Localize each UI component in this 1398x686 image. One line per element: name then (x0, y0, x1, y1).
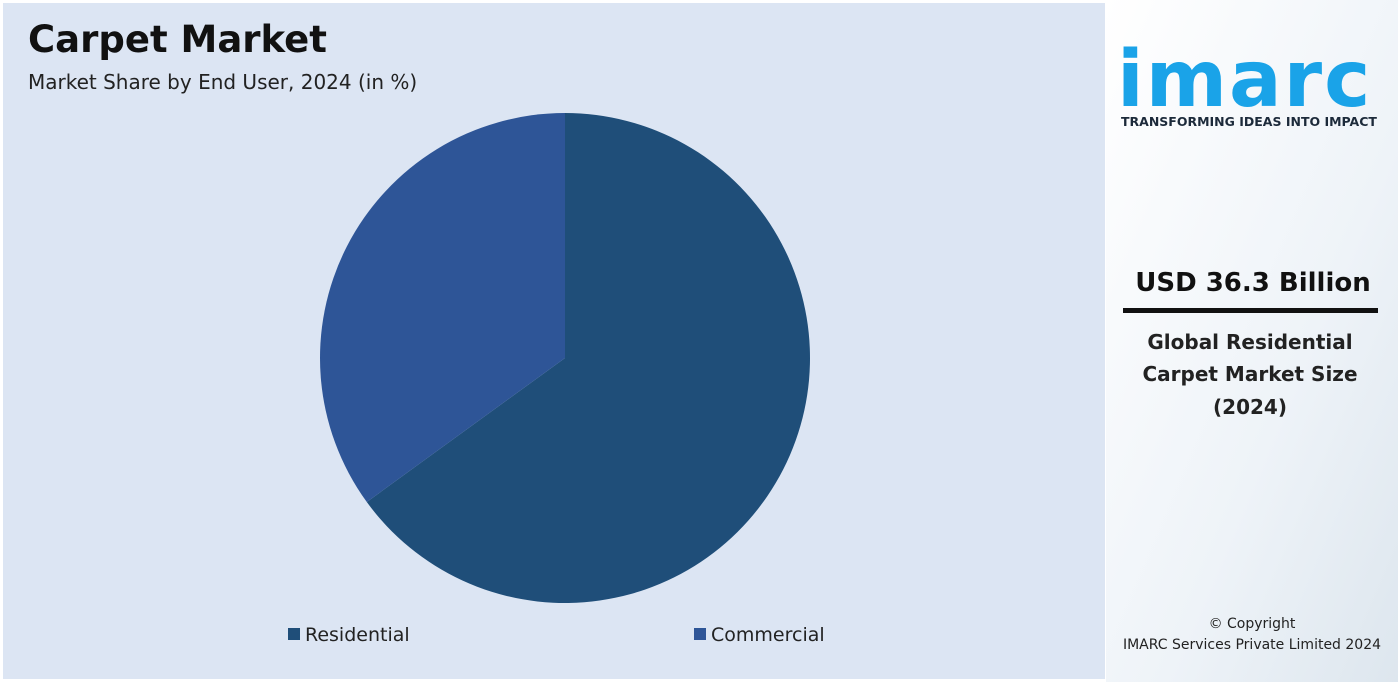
tagline: TRANSFORMING IDEAS INTO IMPACT (1121, 114, 1377, 129)
legend-swatch (694, 628, 706, 640)
description-line: (2024) (1213, 395, 1287, 419)
pie (320, 113, 810, 604)
pie-slice (320, 113, 565, 503)
headline: USD 36.3 Billion (1135, 268, 1371, 298)
description-line: Carpet Market Size (1142, 362, 1357, 386)
chart-title: Carpet Market (28, 18, 327, 61)
divider (1123, 308, 1378, 313)
pie-slice (366, 113, 810, 604)
legend: Residential Commercial (288, 624, 825, 646)
chart-subtitle: Market Share by End User, 2024 (in %) (28, 70, 417, 94)
legend-label: Residential (305, 624, 410, 646)
legend-label: Commercial (711, 624, 825, 646)
company: IMARC Services Private Limited 2024 (1123, 637, 1381, 653)
logo: imarc (1117, 35, 1372, 125)
side-panel (1106, 0, 1398, 682)
description-line: Global Residential (1147, 330, 1352, 354)
legend-swatch (288, 628, 300, 640)
copyright: © Copyright (1209, 616, 1296, 632)
